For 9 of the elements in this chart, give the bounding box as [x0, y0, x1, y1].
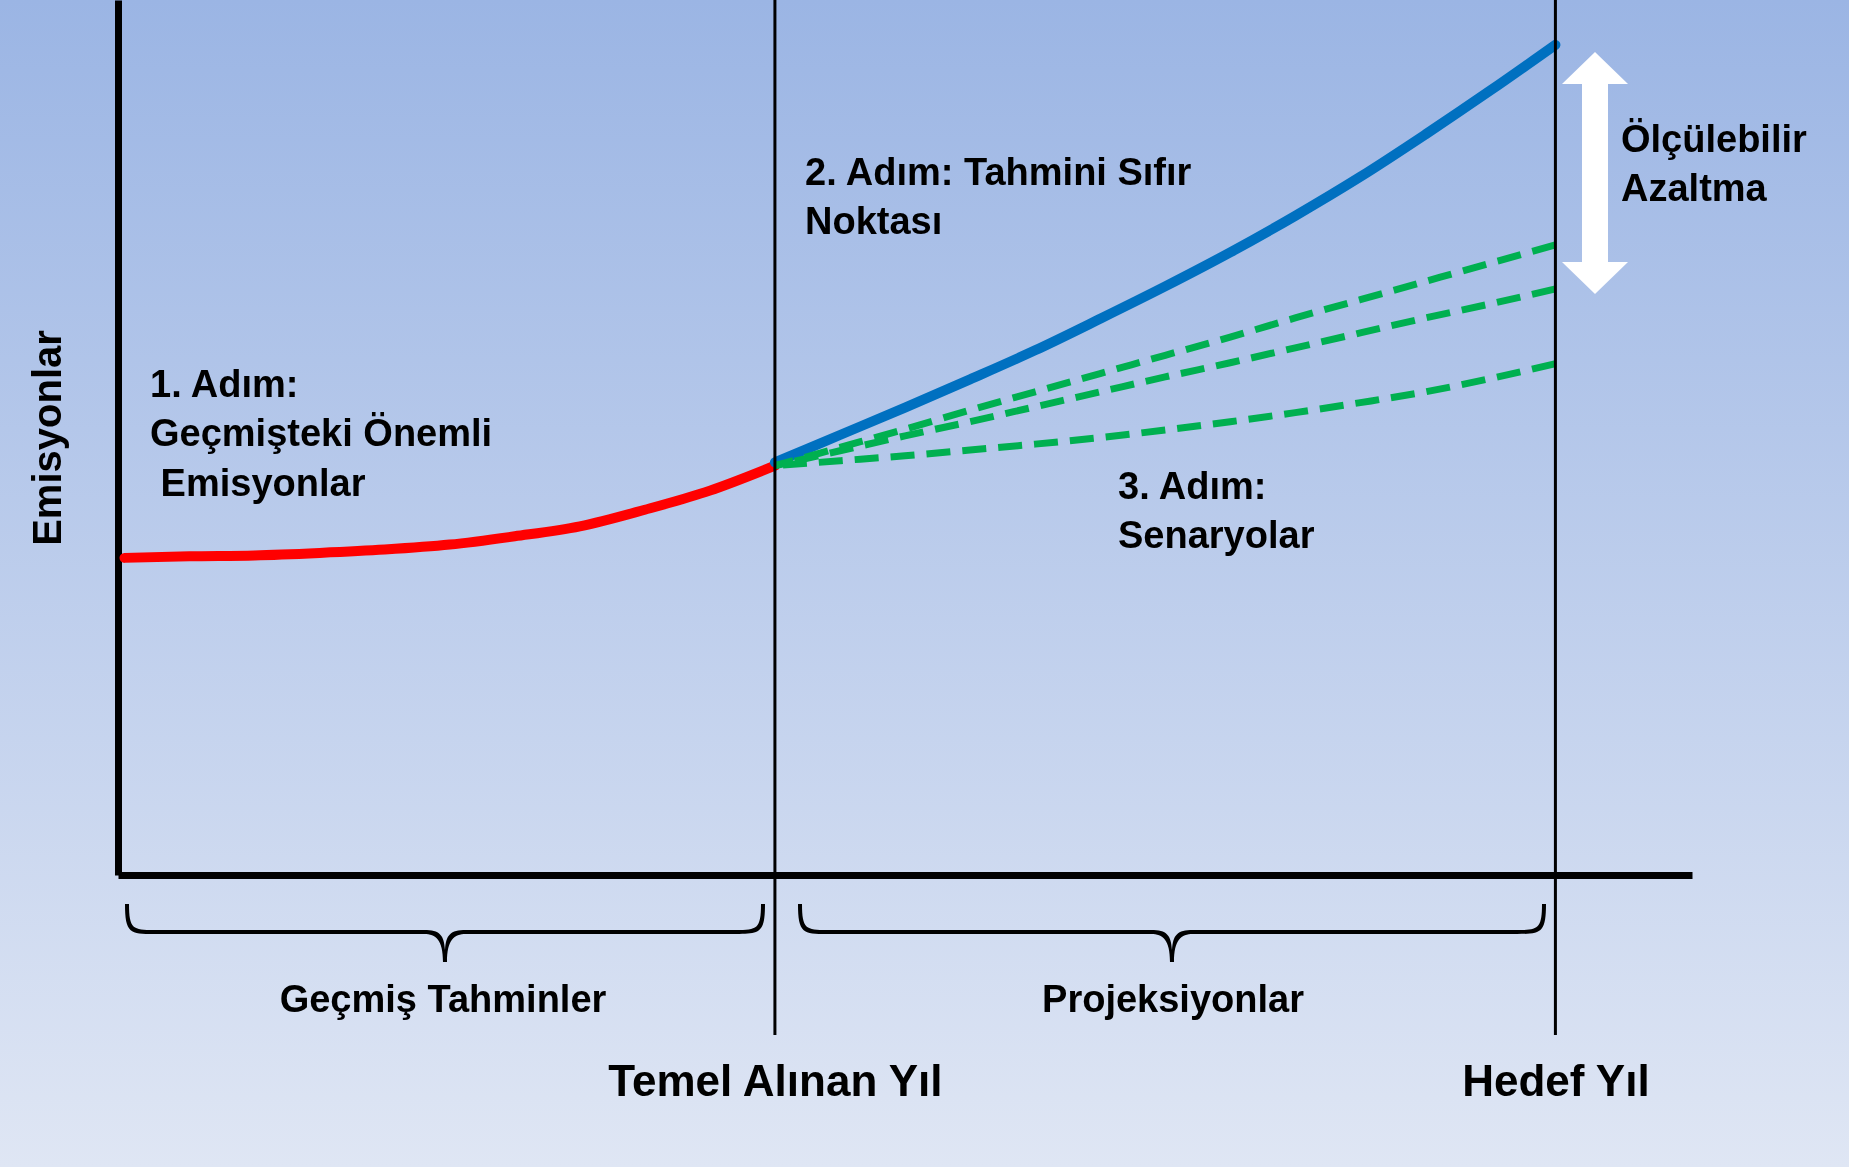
annotation: Ölçülebilir Azaltma	[1621, 117, 1807, 212]
annotation: 3. Adım: Senaryolar	[1118, 464, 1315, 559]
x-tick-label: Temel Alınan Yıl	[608, 1055, 943, 1105]
y-axis-title: Emisyonlar	[24, 330, 69, 546]
annotation: 1. Adım: Geçmişteki Önemli Emisyonlar	[150, 362, 493, 506]
x-tick-label: Hedef Yıl	[1462, 1055, 1650, 1105]
text: Projeksiyonlar	[1042, 977, 1304, 1022]
annotation: 2. Adım: Tahmini Sıfır Noktası	[805, 150, 1192, 245]
text: Geçmiş Tahminler	[279, 977, 607, 1022]
